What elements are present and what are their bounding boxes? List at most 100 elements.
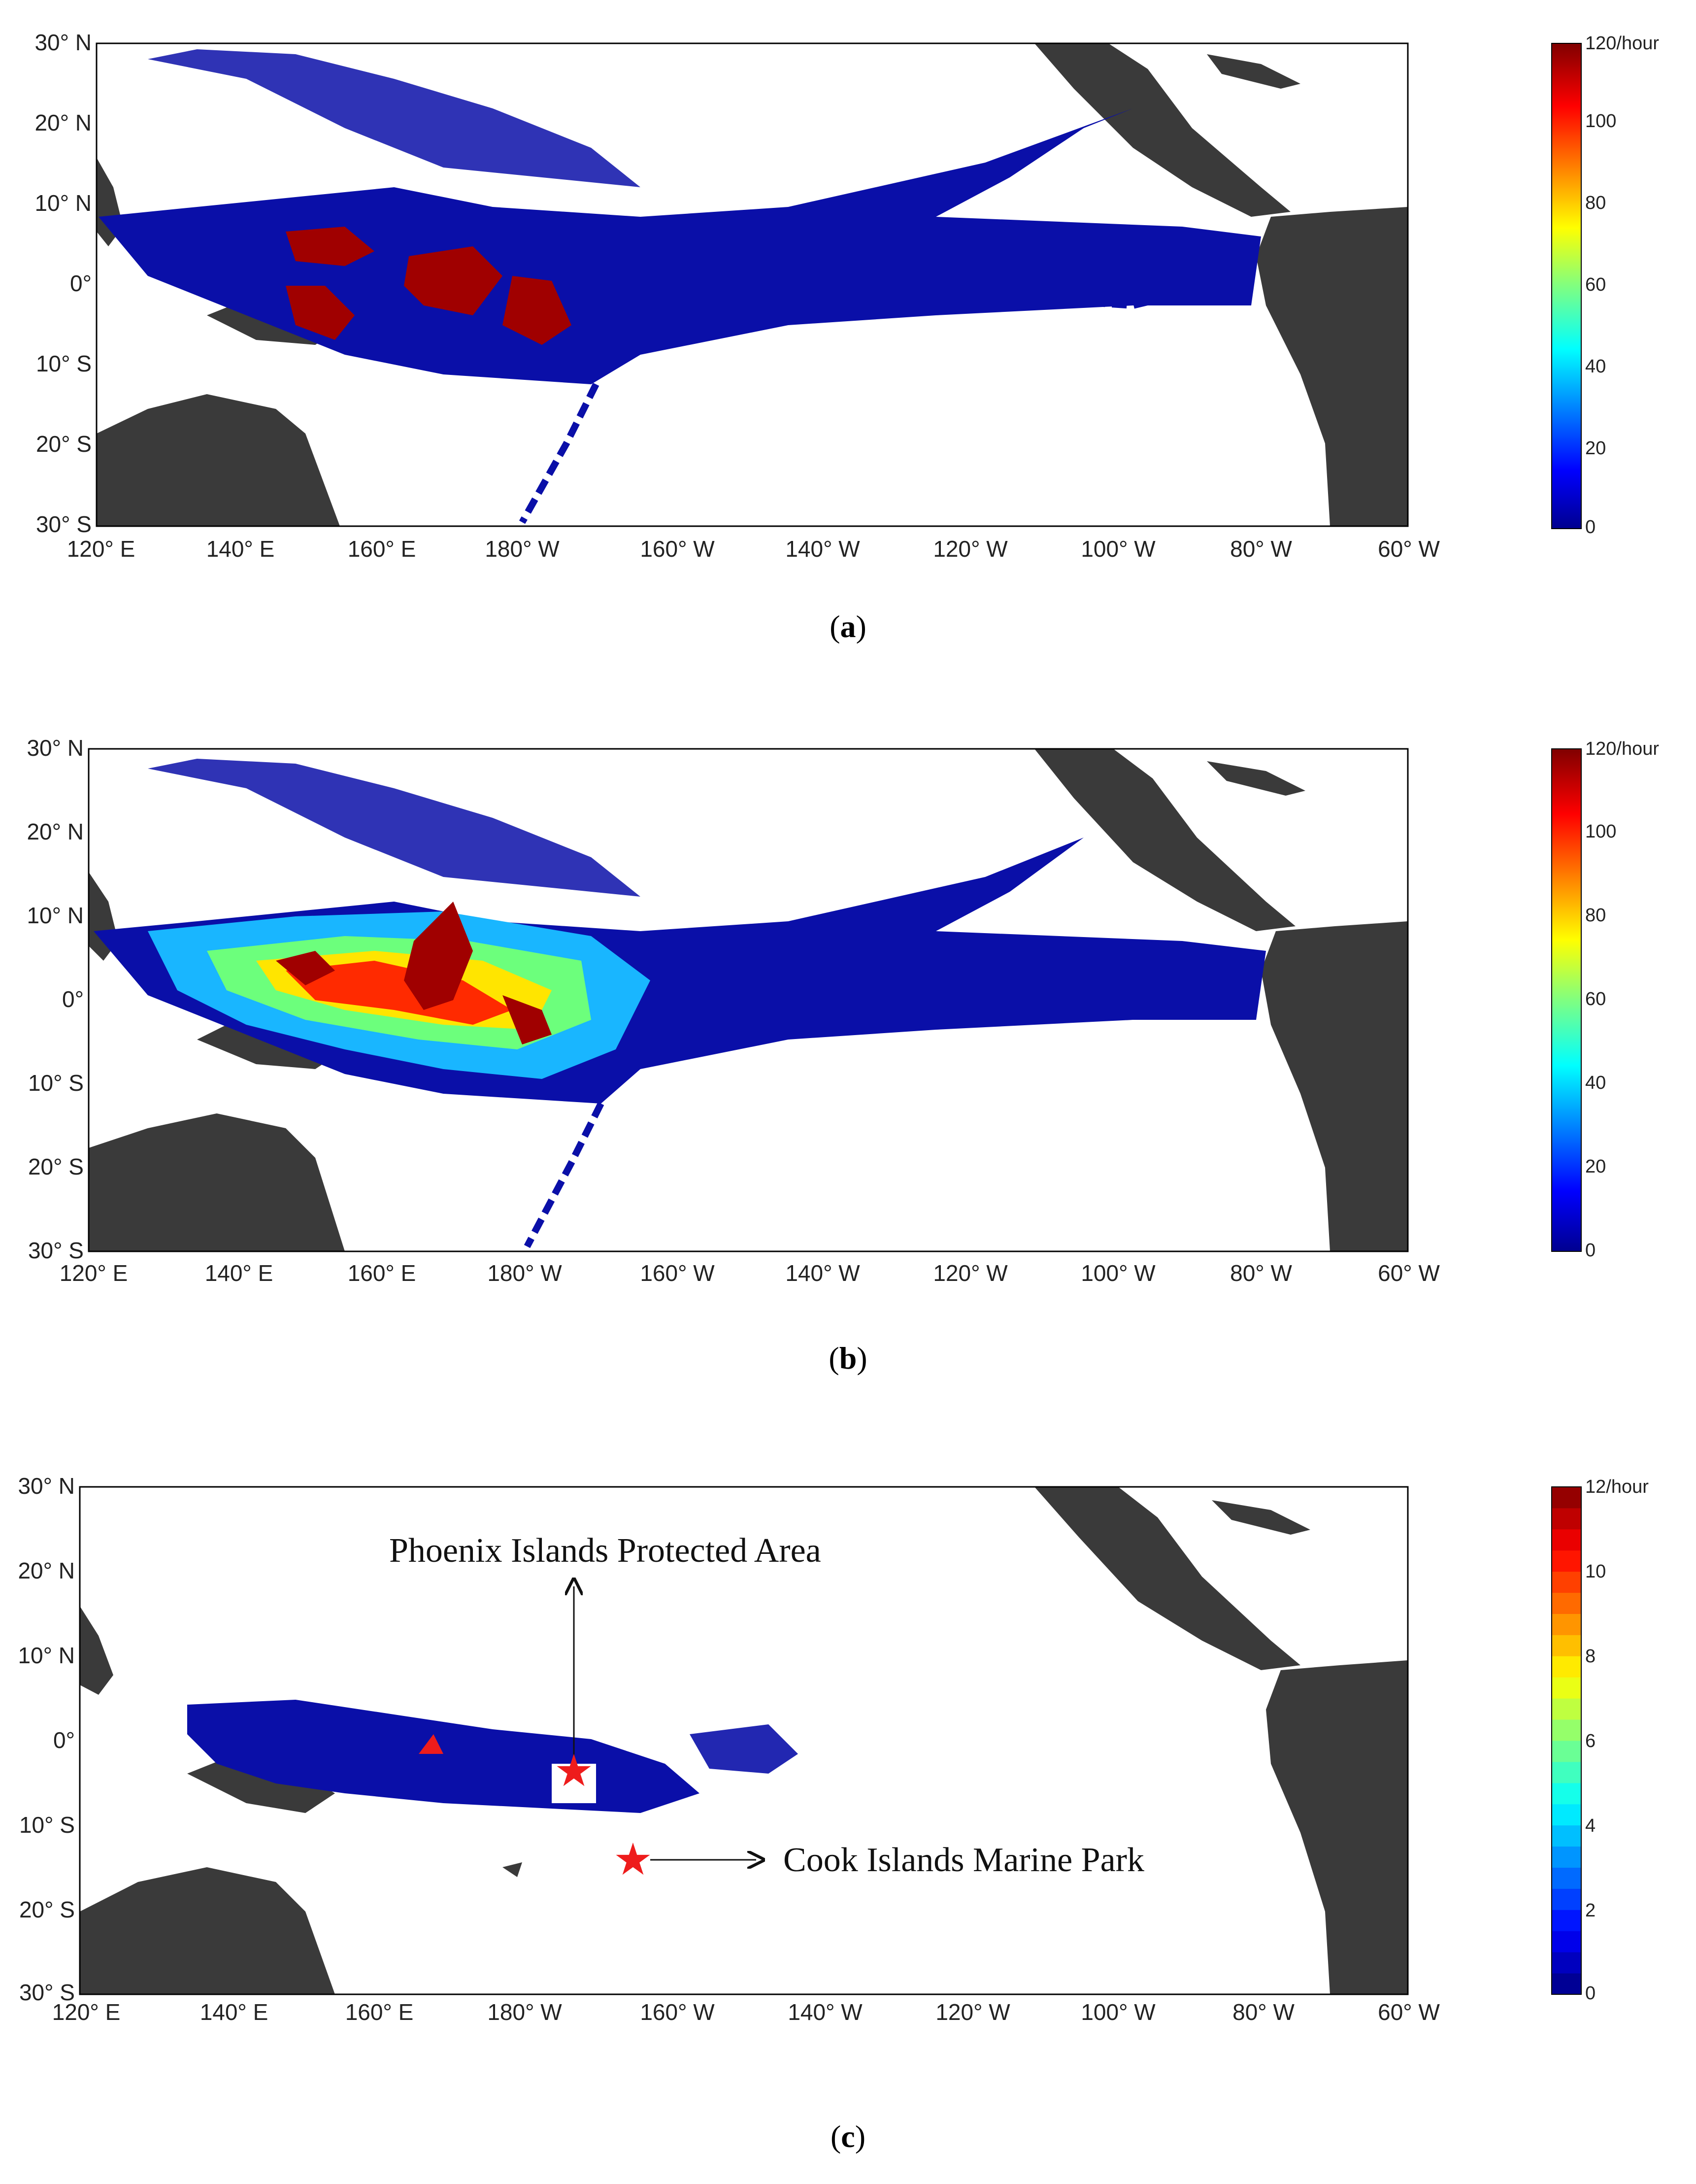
mpa-gap <box>552 1764 596 1803</box>
x-tick: 100° W <box>1081 536 1156 562</box>
x-tick: 180° W <box>487 1999 562 2025</box>
y-tick: 20° S <box>36 431 92 457</box>
x-tick: 140° W <box>785 536 860 562</box>
colorbar-c-labels: 12/hour 10 8 6 4 2 0 <box>1585 1477 1649 2004</box>
colorbar-label: 40 <box>1585 356 1606 377</box>
south-america-land <box>1266 1660 1408 1994</box>
y-tick: 30° N <box>34 30 92 55</box>
island-land <box>502 1862 522 1877</box>
map-frame-c <box>79 1486 1409 1995</box>
central-america-land <box>1034 1487 1300 1670</box>
central-america-land <box>1034 43 1291 217</box>
x-axis-c: 120° E 140° E 160° E 180° W 160° W 140° … <box>52 1999 1440 2025</box>
colorbar-c <box>1552 1487 1581 1995</box>
caribbean-land <box>1207 761 1305 796</box>
south-america-land <box>1256 207 1408 526</box>
x-tick: 120° W <box>933 536 1008 562</box>
colorbar-step <box>1552 1952 1581 1974</box>
colorbar-step <box>1552 1973 1581 1995</box>
y-tick: 30° S <box>36 511 92 537</box>
caption-b: (b) <box>829 1341 867 1376</box>
x-tick: 140° E <box>200 1999 268 2025</box>
colorbar-step <box>1552 1931 1581 1952</box>
x-tick: 120° W <box>933 1260 1008 1286</box>
shipping-density-high-3 <box>502 995 552 1044</box>
iuu-density-high <box>419 1734 443 1754</box>
colorbar-a: 120/hour 100 80 60 40 20 0 <box>1551 33 1659 538</box>
colorbar-label: 80 <box>1585 905 1606 926</box>
shipping-density-high-1 <box>286 227 374 266</box>
australia-land <box>97 394 340 526</box>
marker-phoenix-star-icon: ★ <box>554 1747 594 1796</box>
shipping-density-high-4 <box>286 286 355 340</box>
colorbar-step <box>1552 1677 1581 1699</box>
x-tick: 80° W <box>1230 536 1292 562</box>
australia-land <box>80 1867 335 1994</box>
x-tick: 160° W <box>640 1260 715 1286</box>
x-tick: 140° E <box>205 1260 273 1286</box>
shipping-lane-south <box>519 382 599 524</box>
shipping-density-low <box>99 108 1261 384</box>
colorbar-step <box>1552 1656 1581 1678</box>
y-tick: 10° N <box>34 190 92 216</box>
colorbar-step <box>1552 1550 1581 1572</box>
x-tick: 60° W <box>1378 536 1440 562</box>
colorbar-label: 0 <box>1585 1983 1596 2004</box>
x-tick: 80° W <box>1230 1260 1292 1286</box>
y-tick: 20° S <box>19 1897 75 1922</box>
x-axis-b: 120° E 140° E 160° E 180° W 160° W 140° … <box>60 1260 1440 1286</box>
annotation-phoenix: Phoenix Islands Protected Area <box>389 1532 821 1570</box>
y-tick: 10° S <box>19 1812 75 1838</box>
annotation-cook: Cook Islands Marine Park <box>783 1841 1144 1879</box>
y-tick: 30° N <box>27 735 84 761</box>
y-tick: 0° <box>53 1727 75 1753</box>
y-tick: 0° <box>70 270 92 296</box>
x-tick: 140° W <box>788 1999 863 2025</box>
y-tick: 30° S <box>19 1980 75 2005</box>
colorbar-step <box>1552 1592 1581 1614</box>
iuu-density-low-east <box>690 1724 798 1774</box>
shipping-density-low-north <box>148 49 640 187</box>
x-tick: 140° W <box>785 1260 860 1286</box>
colorbar-step <box>1552 1571 1581 1593</box>
colorbar-step <box>1552 1719 1581 1741</box>
colorbar-step <box>1552 1888 1581 1910</box>
colorbar-label: 8 <box>1585 1646 1596 1667</box>
x-tick: 160° W <box>640 536 715 562</box>
x-tick: 160° W <box>640 1999 715 2025</box>
colorbar-step <box>1552 1529 1581 1551</box>
panel-c: Phoenix Islands Protected Area ★ ★ Cook … <box>0 1439 1696 2182</box>
philippines-land <box>80 1606 113 1695</box>
x-tick: 140° E <box>206 536 275 562</box>
shipping-density-red <box>286 961 512 1025</box>
colorbar-step <box>1552 1508 1581 1530</box>
x-tick: 160° E <box>348 1260 416 1286</box>
shipping-density-high-3 <box>502 276 571 345</box>
map-frame-b <box>88 748 1409 1252</box>
y-tick: 10° N <box>27 903 84 928</box>
colorbar-label: 100 <box>1585 821 1616 842</box>
colorbar-label: 0 <box>1585 1240 1596 1261</box>
x-axis-a: 120° E 140° E 160° E 180° W 160° W 140° … <box>67 536 1440 562</box>
colorbar-label: 12/hour <box>1585 1477 1649 1497</box>
colorbar-label: 40 <box>1585 1073 1606 1093</box>
x-tick: 120° E <box>60 1260 128 1286</box>
marker-cook-star-icon: ★ <box>613 1835 653 1884</box>
x-tick: 120° E <box>67 536 135 562</box>
map-frame-a <box>96 42 1409 527</box>
x-tick: 120° W <box>935 1999 1010 2025</box>
south-america-land <box>1261 921 1408 1251</box>
y-tick: 10° S <box>36 351 92 376</box>
central-america-land <box>1034 749 1296 931</box>
panel-a: 30° N 20° N 10° N 0° 10° S 20° S 30° S 1… <box>0 0 1696 700</box>
x-tick: 100° W <box>1081 1260 1156 1286</box>
panel-b: 30° N 20° N 10° N 0° 10° S 20° S 30° S 1… <box>0 705 1696 1409</box>
x-tick: 80° W <box>1232 1999 1295 2025</box>
colorbar-label: 100 <box>1585 111 1616 132</box>
colorbar-step <box>1552 1487 1581 1509</box>
x-tick: 160° E <box>348 536 416 562</box>
shipping-density-high-1 <box>404 902 473 1010</box>
shipping-density-low-north <box>148 759 640 897</box>
y-tick: 30° N <box>18 1473 75 1499</box>
y-tick: 20° N <box>27 819 84 844</box>
